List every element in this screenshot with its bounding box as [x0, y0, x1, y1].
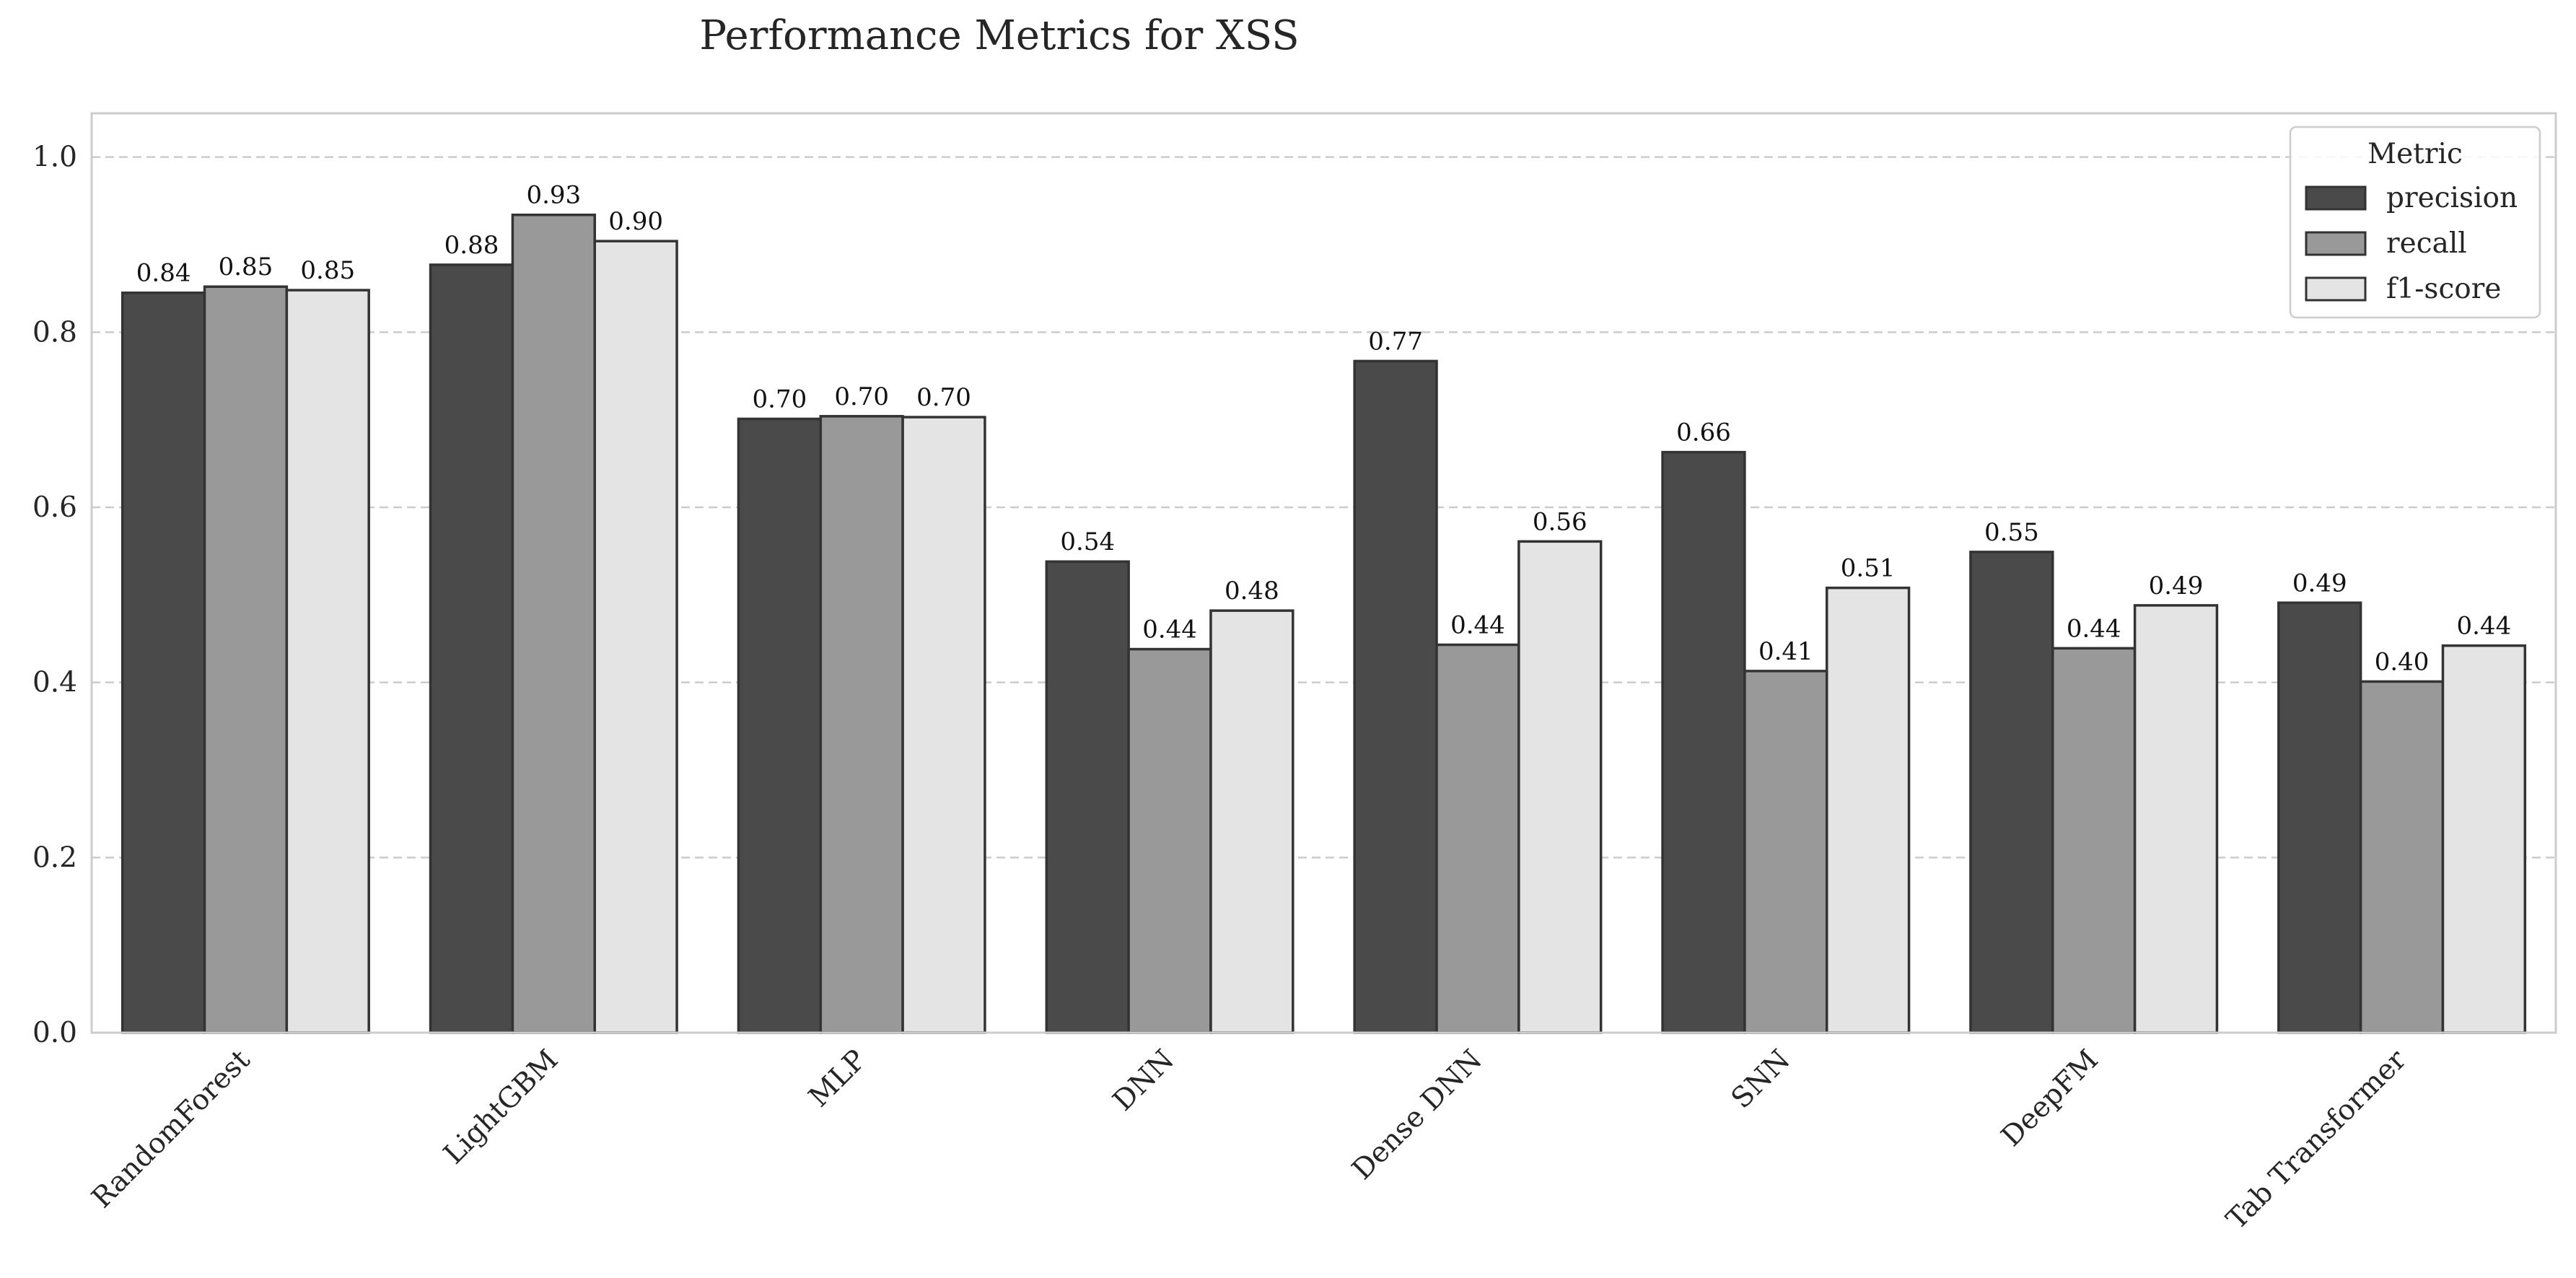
bar-f1-score-dense-dnn [1517, 540, 1603, 1034]
bar-recall-dense-dnn [1435, 643, 1520, 1034]
x-tick-label: DeepFM [1995, 1043, 2105, 1153]
data-label: 0.56 [1533, 507, 1587, 536]
data-label: 0.70 [834, 382, 889, 411]
data-label: 0.70 [753, 385, 807, 413]
x-tick-label: DNN [1107, 1043, 1180, 1117]
chart-title: Performance Metrics for XSS [699, 12, 1299, 59]
y-tick-label: 0.0 [32, 1017, 77, 1049]
legend-label: f1-score [2386, 273, 2502, 305]
bar-precision-tab-transformer [2277, 601, 2362, 1034]
y-tick-label: 0.6 [32, 491, 77, 524]
bar-f1-score-snn [1825, 586, 1911, 1034]
bars [121, 213, 2527, 1034]
x-tick-label: MLP [802, 1043, 872, 1113]
y-tick-label: 0.4 [32, 667, 77, 699]
x-tick-label: Tab Transformer [2220, 1043, 2413, 1236]
data-label: 0.54 [1060, 528, 1115, 556]
x-tick-label: SNN [1725, 1043, 1797, 1115]
legend: Metric precision recall f1-score [2289, 126, 2541, 319]
bar-recall-deepfm [2051, 647, 2137, 1034]
x-axis-ticks: RandomForest LightGBM MLP DNN Dense DNN SNN De… [86, 1043, 2413, 1236]
plot-frame [90, 112, 2557, 1034]
bar-precision-mlp [737, 417, 823, 1034]
data-label: 0.44 [2067, 614, 2121, 643]
bar-precision-deepfm [1969, 551, 2054, 1034]
legend-box [2289, 126, 2541, 319]
bar-f1-score-tab-transformer [2441, 644, 2527, 1034]
bar-precision-dense-dnn [1353, 359, 1438, 1034]
data-label: 0.49 [2149, 572, 2204, 600]
data-label: 0.66 [1676, 419, 1731, 447]
bar-recall-snn [1743, 670, 1828, 1034]
data-label: 0.40 [2375, 647, 2430, 676]
x-tick-label: RandomForest [86, 1043, 257, 1214]
bar-recall-mlp [819, 415, 904, 1034]
data-label: 0.51 [1841, 554, 1896, 583]
y-axis-ticks: 0.0 0.2 0.4 0.6 0.8 1.0 [32, 141, 77, 1049]
bar-recall-dnn [1127, 647, 1212, 1034]
bar-f1-score-deepfm [2133, 604, 2219, 1034]
data-label: 0.88 [444, 231, 499, 260]
data-label: 0.44 [1450, 610, 1505, 639]
data-label: 0.44 [2457, 612, 2512, 641]
data-label: 0.55 [1984, 518, 2039, 547]
data-label: 0.85 [219, 253, 273, 281]
x-tick-label: LightGBM [437, 1043, 564, 1170]
bar-recall-lightgbm [511, 213, 596, 1034]
data-label: 0.90 [608, 207, 663, 236]
data-label: 0.41 [1758, 637, 1813, 666]
bar-f1-score-mlp [901, 416, 986, 1034]
legend-items: precision recall f1-score [2305, 182, 2518, 305]
y-tick-label: 1.0 [32, 141, 77, 174]
data-label: 0.84 [136, 259, 191, 288]
data-label: 0.85 [300, 256, 355, 285]
data-label: 0.44 [1142, 616, 1197, 644]
data-label: 0.48 [1225, 577, 1279, 605]
data-label: 0.49 [2292, 569, 2347, 598]
y-tick-label: 0.2 [32, 841, 77, 874]
data-label: 0.77 [1368, 327, 1423, 356]
bar-f1-score-lightgbm [593, 240, 678, 1034]
bar-recall-tab-transformer [2359, 680, 2445, 1034]
bar-f1-score-randomforest [285, 289, 370, 1034]
legend-swatch-f1-score [2305, 276, 2367, 302]
bar-precision-dnn [1045, 560, 1130, 1034]
legend-label: precision [2386, 182, 2518, 214]
legend-label: recall [2386, 227, 2467, 260]
data-label: 0.93 [526, 181, 581, 210]
bar-precision-randomforest [121, 291, 206, 1034]
bar-precision-lightgbm [429, 263, 514, 1034]
x-tick-label: Dense DNN [1346, 1043, 1489, 1186]
data-label: 0.70 [916, 383, 971, 412]
bar-recall-randomforest [203, 285, 289, 1034]
legend-swatch-recall [2305, 231, 2367, 256]
y-tick-label: 0.8 [32, 316, 77, 349]
data-labels: 0.84 0.85 0.85 0.88 0.93 0.90 0.70 0.70 0.70 0.54… [136, 181, 2511, 677]
bar-precision-snn [1661, 450, 1746, 1034]
legend-title: Metric [2367, 138, 2463, 170]
legend-swatch-precision [2305, 185, 2367, 211]
bar-f1-score-dnn [1209, 609, 1294, 1034]
